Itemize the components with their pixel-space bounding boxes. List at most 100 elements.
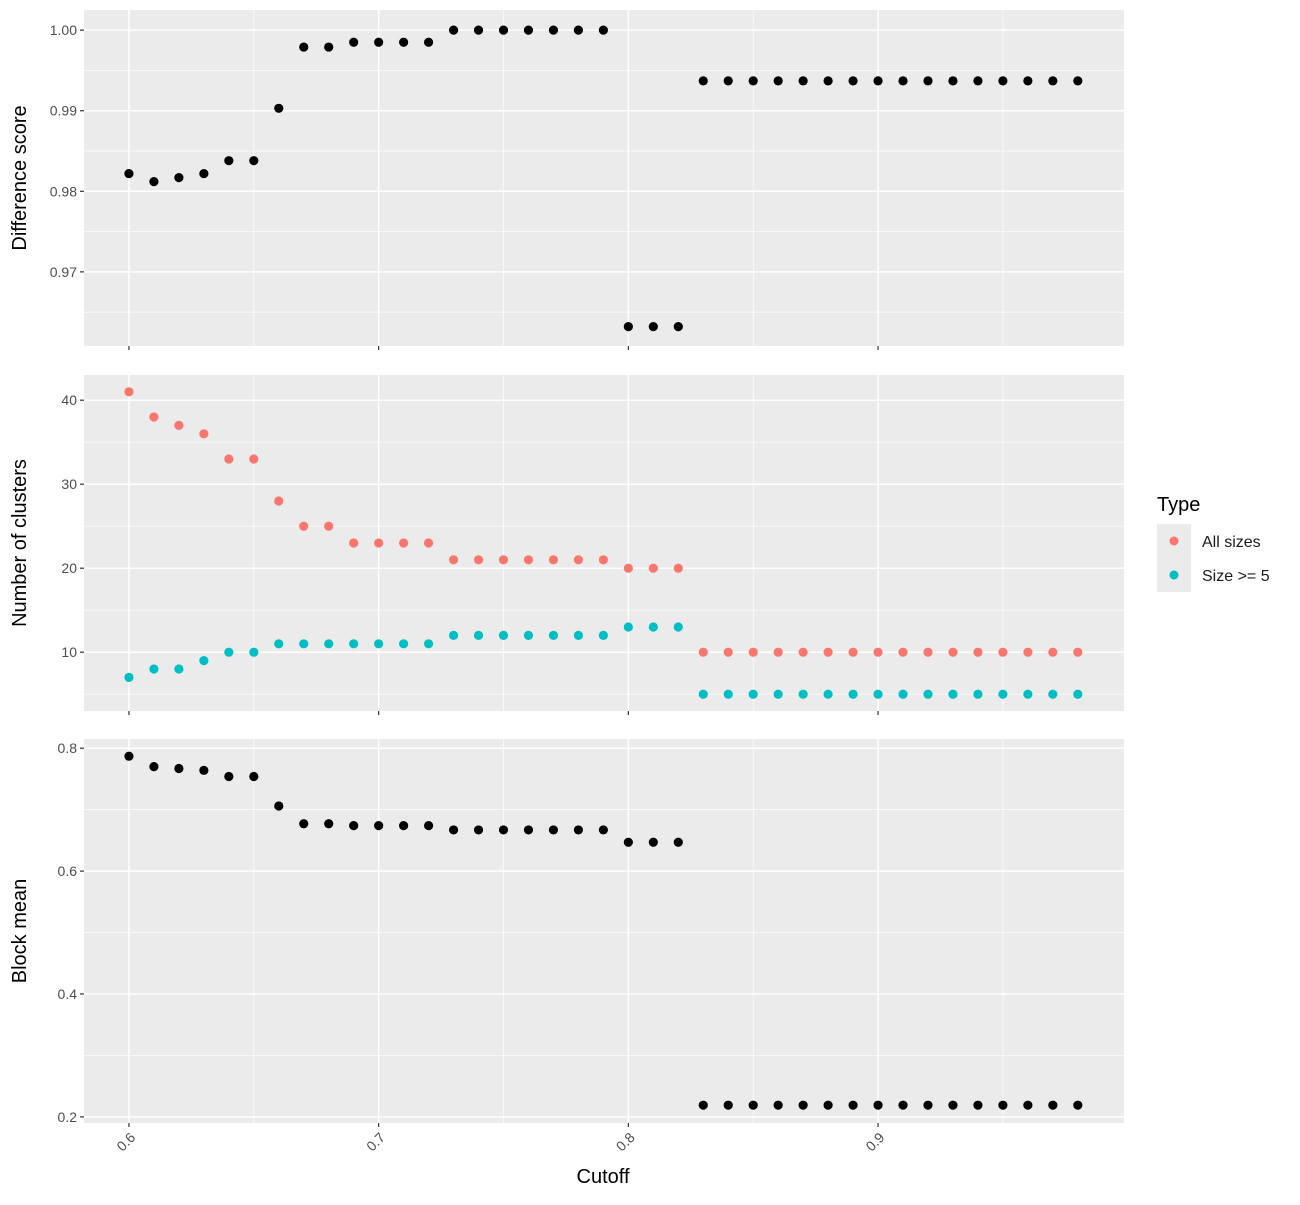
y-tick-label: 0.8 <box>58 740 78 756</box>
data-point <box>473 630 484 641</box>
x-tick-label: 0.7 <box>363 1129 388 1154</box>
data-point <box>324 639 334 649</box>
data-point <box>898 76 908 86</box>
data-point <box>823 647 833 657</box>
data-point <box>1048 647 1058 657</box>
data-point <box>948 647 958 657</box>
data-point <box>573 25 584 35</box>
legend-title: Type <box>1157 494 1200 516</box>
data-point <box>498 25 509 35</box>
data-point <box>948 76 958 86</box>
data-point <box>898 1100 908 1110</box>
panel-background <box>84 375 1124 711</box>
data-point <box>548 825 559 835</box>
data-point <box>598 25 608 35</box>
series-all-sizes <box>124 387 1083 657</box>
data-point <box>773 647 783 657</box>
data-point <box>423 37 434 47</box>
data-point <box>998 647 1008 657</box>
data-point <box>124 751 134 761</box>
data-point <box>473 825 484 835</box>
data-point <box>324 42 334 52</box>
data-point <box>448 630 459 641</box>
data-point <box>623 563 633 573</box>
data-point <box>923 689 933 699</box>
data-point <box>723 647 733 657</box>
data-point <box>848 1100 858 1110</box>
panel-bottom: 0.2 0.4 0.6 0.8 Block mean <box>9 739 1124 1127</box>
data-point <box>873 76 883 86</box>
data-point <box>1073 76 1083 86</box>
data-point <box>548 25 559 35</box>
data-point <box>798 1100 808 1110</box>
data-point <box>448 25 459 35</box>
data-point <box>623 622 633 632</box>
data-point <box>898 647 908 657</box>
data-point <box>124 168 134 179</box>
y-tick-label: 1.00 <box>50 22 77 38</box>
data-point <box>399 37 409 47</box>
data-point <box>598 825 608 835</box>
data-point <box>498 555 509 565</box>
data-point <box>374 538 384 548</box>
data-point <box>648 563 658 573</box>
data-point <box>473 25 484 35</box>
data-point <box>124 387 134 397</box>
legend: Type All sizes Size >= 5 <box>1157 494 1270 592</box>
panel-top: 0.97 0.98 0.99 1.00 Difference score <box>9 10 1124 350</box>
data-point <box>673 837 683 847</box>
data-point <box>299 639 309 649</box>
data-point <box>224 647 234 657</box>
y-tick-label: 0.6 <box>58 863 78 879</box>
data-point <box>823 1100 833 1110</box>
data-point <box>598 555 608 565</box>
data-point <box>199 765 209 775</box>
data-point <box>374 37 384 47</box>
data-point <box>399 821 409 831</box>
data-point <box>1048 76 1058 86</box>
y-axis-label: Block mean <box>9 879 31 984</box>
data-point <box>274 496 284 506</box>
data-point <box>299 521 309 531</box>
data-point <box>1023 689 1033 699</box>
data-point <box>973 689 983 699</box>
data-point <box>848 76 858 86</box>
data-point <box>174 763 184 774</box>
data-point <box>723 689 733 699</box>
data-point <box>598 630 608 641</box>
data-point <box>748 1100 758 1110</box>
panel-background <box>84 10 1124 346</box>
data-point <box>623 837 633 847</box>
data-point <box>224 771 234 782</box>
data-point <box>1073 1100 1083 1110</box>
data-point <box>349 821 359 831</box>
data-point <box>523 825 534 835</box>
data-point <box>973 76 983 86</box>
y-axis-label: Number of clusters <box>9 459 31 627</box>
data-point <box>149 664 159 674</box>
data-point <box>723 1100 733 1110</box>
data-point <box>648 622 658 632</box>
y-axis-label: Difference score <box>9 105 31 250</box>
y-tick-label: 0.4 <box>58 986 78 1002</box>
data-point <box>174 664 184 674</box>
data-point <box>174 172 184 183</box>
data-point <box>199 429 209 439</box>
data-point <box>1023 647 1033 657</box>
data-point <box>124 672 134 683</box>
legend-label-size-ge-5: Size >= 5 <box>1202 568 1270 585</box>
data-point <box>773 689 783 699</box>
data-point <box>723 76 733 86</box>
data-point <box>423 639 434 649</box>
data-point <box>199 656 209 666</box>
data-point <box>998 1100 1008 1110</box>
data-point <box>823 76 833 86</box>
data-point <box>523 555 534 565</box>
data-point <box>673 622 683 632</box>
data-point <box>174 420 184 430</box>
data-point <box>873 1100 883 1110</box>
y-tick-label: 30 <box>61 476 77 492</box>
data-point <box>374 639 384 649</box>
